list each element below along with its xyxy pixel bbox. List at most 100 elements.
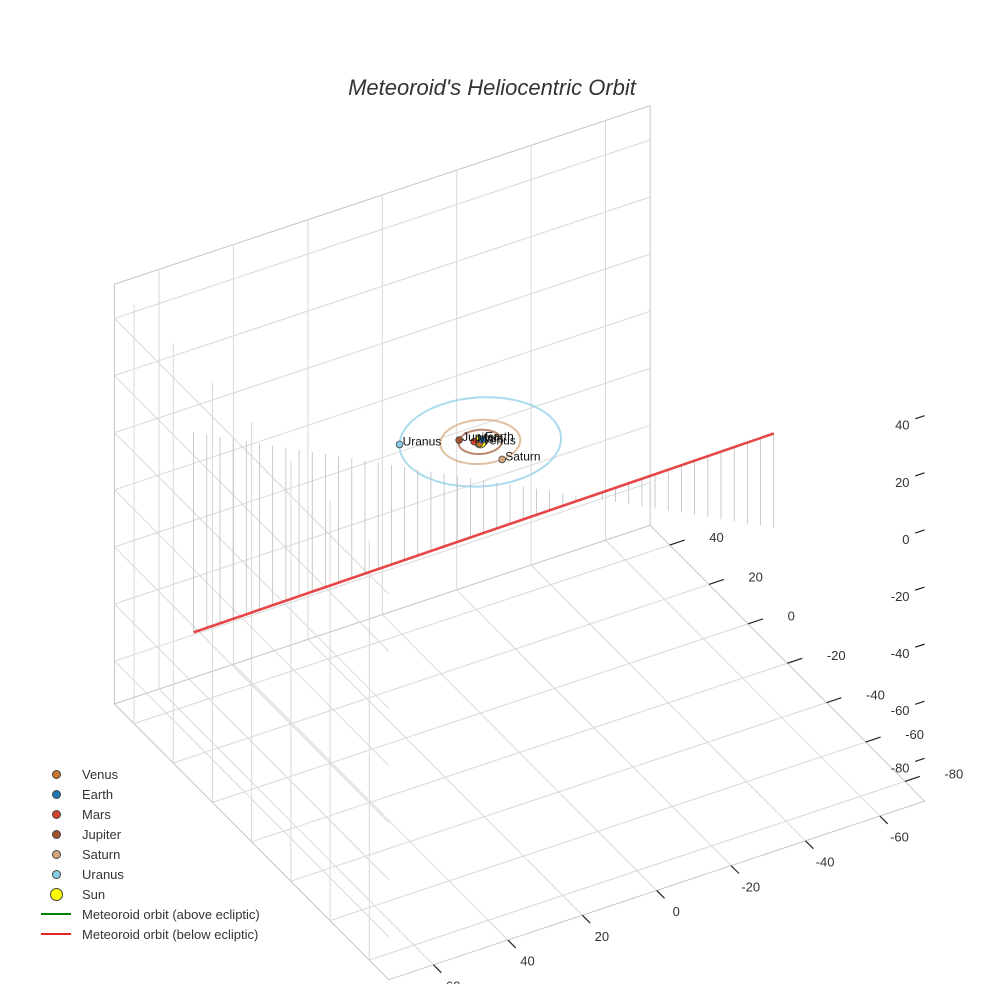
gridline-z-wall-yz bbox=[114, 318, 390, 595]
z-tick-mark bbox=[915, 643, 925, 648]
planet-label-jupiter: Jupiter bbox=[462, 430, 498, 444]
legend-label-orbit-below: Meteoroid orbit (below ecliptic) bbox=[82, 926, 259, 942]
y-tick-mark bbox=[826, 697, 842, 704]
z-tick-mark bbox=[915, 700, 925, 705]
x-tick-label: 60 bbox=[446, 979, 460, 984]
legend-item-jupiter[interactable]: Jupiter bbox=[38, 824, 260, 844]
z-tick-label: -60 bbox=[891, 703, 910, 718]
x-tick-label: 40 bbox=[520, 954, 534, 969]
gridline-y-floor bbox=[369, 780, 906, 961]
y-tick-label: 40 bbox=[709, 530, 723, 545]
y-tick-mark bbox=[787, 657, 803, 664]
legend-item-orbit-above[interactable]: Meteoroid orbit (above ecliptic) bbox=[38, 904, 260, 924]
legend-label-mars: Mars bbox=[82, 806, 111, 822]
z-tick-mark bbox=[915, 757, 925, 762]
y-tick-label: -60 bbox=[905, 727, 924, 742]
y-tick-label: -80 bbox=[944, 766, 963, 781]
z-tick-label: 0 bbox=[902, 532, 909, 547]
x-tick-mark bbox=[433, 964, 442, 974]
drop-lines bbox=[193, 432, 775, 633]
gridline-z-wall-xz bbox=[114, 367, 651, 548]
y-tick-mark bbox=[708, 578, 725, 586]
gridline-y-floor bbox=[290, 702, 827, 882]
legend-label-sun: Sun bbox=[82, 886, 106, 902]
x-tick-mark bbox=[507, 939, 517, 949]
chart-title: Meteoroid's Heliocentric Orbit bbox=[348, 75, 637, 100]
gridline-z-wall-yz bbox=[114, 432, 390, 709]
legend-item-uranus[interactable]: Uranus bbox=[38, 864, 260, 884]
legend-marker-earth bbox=[38, 784, 74, 804]
x-tick-mark bbox=[805, 840, 814, 850]
legend-item-sun[interactable]: Sun bbox=[38, 884, 260, 904]
legend-marker-venus bbox=[38, 764, 74, 784]
axis-ticks: -60 -40 -20 0 20 40 60 -80 -60 -40 -20 0 20 40 40 20 0 -2… bbox=[433, 415, 963, 984]
y-tick-mark bbox=[904, 775, 921, 783]
plot-scene: -60 -40 -20 0 20 40 60 -80 -60 -40 -20 0 20 40 40 20 0 -2… bbox=[113, 104, 963, 984]
z-tick-label: 20 bbox=[895, 475, 909, 490]
x-tick-label: 0 bbox=[673, 904, 680, 919]
x-tick-mark bbox=[581, 914, 591, 924]
y-tick-label: -40 bbox=[866, 687, 885, 702]
x-tick-label: -40 bbox=[816, 855, 835, 870]
legend-label-venus: Venus bbox=[82, 766, 119, 782]
z-tick-mark bbox=[915, 415, 925, 420]
legend-item-mars[interactable]: Mars bbox=[38, 804, 260, 824]
legend-marker-sun bbox=[38, 884, 74, 904]
planet-label-venus: Venus bbox=[482, 434, 515, 448]
gridline-z-wall-yz bbox=[114, 660, 390, 938]
y-tick-label: -20 bbox=[827, 648, 846, 663]
gridline-z-wall-xz bbox=[114, 310, 651, 491]
y-tick-label: 20 bbox=[748, 569, 762, 584]
legend-label-saturn: Saturn bbox=[82, 846, 121, 862]
gridline-z-wall-xz bbox=[114, 253, 651, 434]
gridline-z-wall-xz bbox=[114, 196, 651, 377]
legend-marker-uranus bbox=[38, 864, 74, 884]
legend-item-orbit-below[interactable]: Meteoroid orbit (below ecliptic) bbox=[38, 924, 260, 944]
x-tick-label: 20 bbox=[595, 929, 609, 944]
gridline-z-wall-yz bbox=[114, 375, 390, 652]
legend-line-orbit-below bbox=[38, 924, 74, 944]
planet-label-saturn: Saturn bbox=[505, 449, 540, 463]
gridline-z-wall-xz bbox=[114, 139, 651, 319]
planet-label-earth: Earth bbox=[485, 430, 514, 444]
gridline-z-wall-xz bbox=[114, 482, 651, 662]
planet-label-uranus: Uranus bbox=[403, 434, 442, 448]
z-tick-label: -40 bbox=[891, 646, 910, 661]
meteoroid-orbit-segment-1 bbox=[587, 432, 775, 499]
legend-line-orbit-above bbox=[38, 904, 74, 924]
x-tick-mark bbox=[879, 815, 889, 825]
orbit-jupiter bbox=[457, 428, 504, 455]
planet-marker-uranus bbox=[395, 440, 404, 449]
gridline-z-wall-xz bbox=[114, 424, 651, 605]
gridline-z-wall-yz bbox=[114, 489, 390, 766]
orbit-saturn bbox=[439, 418, 522, 465]
planet-marker-earth bbox=[478, 435, 486, 444]
x-tick-label: -20 bbox=[741, 879, 760, 894]
planet-marker-mars bbox=[470, 437, 478, 446]
x-tick-mark bbox=[730, 865, 740, 874]
legend-item-earth[interactable]: Earth bbox=[38, 784, 260, 804]
gridlines bbox=[114, 120, 906, 966]
legend-label-orbit-above: Meteoroid orbit (above ecliptic) bbox=[82, 906, 260, 922]
legend-item-venus[interactable]: Venus bbox=[38, 764, 260, 784]
legend-marker-mars bbox=[38, 804, 74, 824]
legend-item-saturn[interactable]: Saturn bbox=[38, 844, 260, 864]
gridline-z-wall-yz bbox=[114, 546, 390, 824]
y-tick-mark bbox=[669, 539, 685, 546]
legend-label-jupiter: Jupiter bbox=[82, 826, 122, 842]
meteoroid-orbit-segment-2 bbox=[193, 495, 589, 634]
planet-label-mars: Mars bbox=[477, 432, 504, 446]
legend: Venus Earth Mars Jupiter Saturn Uranus S… bbox=[38, 764, 260, 944]
x-tick-label: -60 bbox=[890, 830, 909, 845]
x-tick-mark bbox=[656, 890, 665, 899]
z-tick-mark bbox=[915, 472, 925, 477]
y-tick-label: 0 bbox=[788, 609, 795, 624]
planet-marker-jupiter bbox=[455, 436, 463, 444]
gridline-z-wall-yz bbox=[114, 603, 390, 881]
orbit-uranus bbox=[398, 396, 562, 488]
z-tick-mark bbox=[915, 586, 925, 591]
gridline-y-floor bbox=[251, 662, 788, 843]
legend-marker-saturn bbox=[38, 844, 74, 864]
